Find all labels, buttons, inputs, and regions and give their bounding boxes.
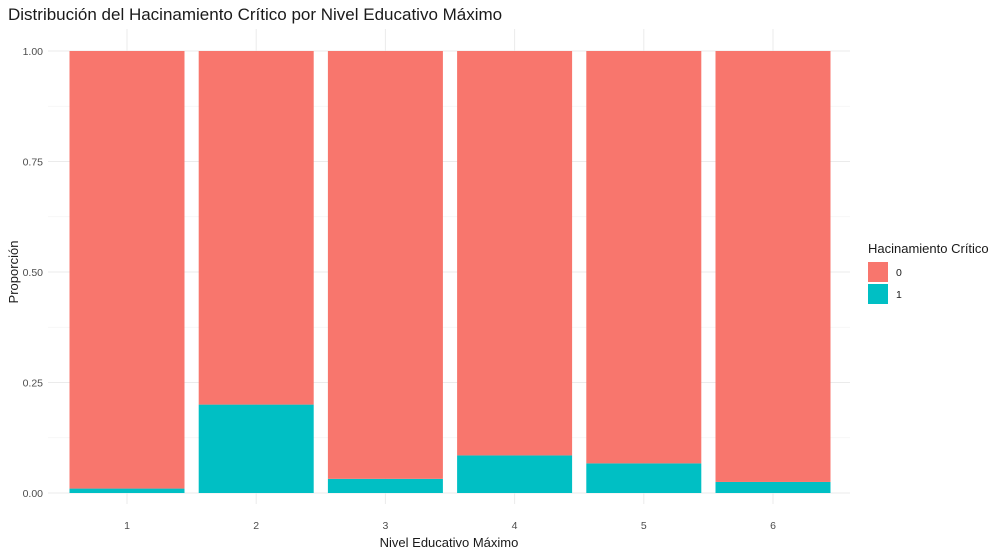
y-tick-label: 0.25	[23, 378, 44, 390]
bar-5-series-0	[586, 51, 702, 464]
chart-title: Distribución del Hacinamiento Crítico po…	[8, 5, 502, 24]
y-axis-title: Proporción	[6, 241, 21, 304]
bar-2-series-1	[198, 404, 314, 493]
y-tick-label: 0.00	[23, 488, 44, 500]
bar-1-series-0	[69, 51, 185, 489]
legend-label-1: 1	[896, 289, 902, 301]
x-tick-label: 5	[641, 520, 647, 532]
x-axis: 1 2 3 4 5 6	[124, 520, 776, 532]
bar-6-series-1	[715, 481, 831, 493]
bar-1-series-1	[69, 488, 185, 493]
legend: Hacinamiento Crítico 0 1	[868, 241, 989, 304]
legend-key-0	[868, 262, 888, 282]
x-tick-label: 1	[124, 520, 130, 532]
legend-label-0: 0	[896, 267, 902, 279]
legend-key-1	[868, 284, 888, 304]
x-tick-label: 2	[253, 520, 259, 532]
bars	[69, 51, 831, 493]
y-axis: 0.00 0.25 0.50 0.75 1.00	[23, 46, 44, 500]
bar-2-series-0	[198, 51, 314, 405]
legend-title: Hacinamiento Crítico	[868, 241, 989, 256]
bar-3-series-1	[327, 478, 443, 493]
bar-3-series-0	[327, 51, 443, 479]
bar-4-series-1	[457, 455, 573, 493]
y-tick-label: 1.00	[23, 46, 44, 58]
x-axis-title: Nivel Educativo Máximo	[380, 535, 519, 550]
y-tick-label: 0.50	[23, 267, 44, 279]
x-tick-label: 3	[382, 520, 388, 532]
y-tick-label: 0.75	[23, 157, 44, 169]
bar-4-series-0	[457, 51, 573, 456]
bar-5-series-1	[586, 463, 702, 493]
x-tick-label: 6	[770, 520, 776, 532]
x-tick-label: 4	[512, 520, 518, 532]
bar-6-series-0	[715, 51, 831, 482]
